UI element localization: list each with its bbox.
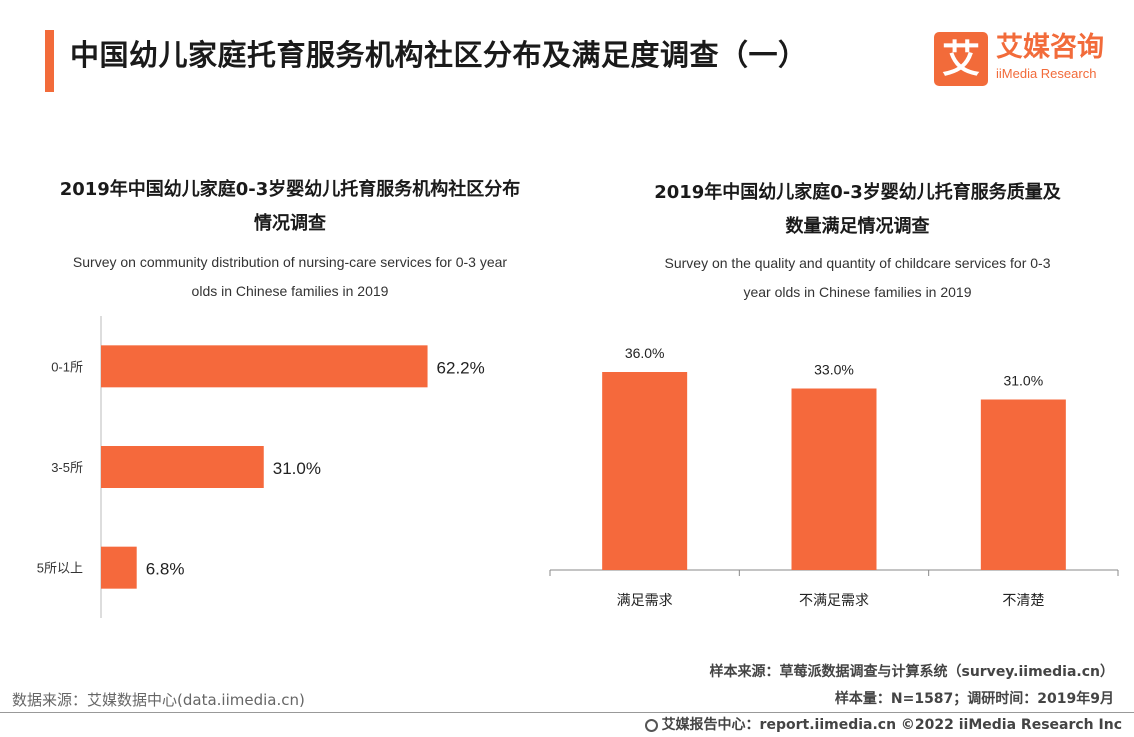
data-source: 数据来源：艾媒数据中心(data.iimedia.cn) bbox=[12, 691, 305, 709]
footer-text: 艾媒报告中心：report.iimedia.cn ©2022 iiMedia R… bbox=[661, 717, 1122, 733]
right-chart-bar bbox=[602, 372, 688, 570]
left-chart-bar bbox=[101, 446, 264, 488]
logo-mark-icon: 艾 bbox=[934, 32, 988, 86]
right-chart-data-label: 31.0% bbox=[1003, 373, 1043, 389]
right-chart-data-label: 33.0% bbox=[814, 362, 854, 378]
left-chart-title: 2019年中国幼儿家庭0-3岁婴幼儿托育服务机构社区分布 情况调查 bbox=[10, 173, 570, 241]
left-chart-bar bbox=[101, 546, 137, 589]
left-chart-bar bbox=[101, 345, 428, 388]
left-chart-category-label: 3-5所 bbox=[51, 460, 83, 475]
right-chart-subtitle-line1: Survey on the quality and quantity of ch… bbox=[664, 255, 1051, 271]
left-chart-data-label: 6.8% bbox=[146, 560, 185, 579]
right-chart-subtitle: Survey on the quality and quantity of ch… bbox=[580, 249, 1134, 307]
right-chart-bar bbox=[791, 388, 877, 570]
right-chart-title-line2: 数量满足情况调查 bbox=[785, 216, 930, 237]
left-chart-subtitle-line2: olds in Chinese families in 2019 bbox=[191, 283, 389, 299]
right-chart-title: 2019年中国幼儿家庭0-3岁婴幼儿托育服务质量及 数量满足情况调查 bbox=[580, 176, 1134, 244]
iimedia-logo: 艾 艾媒咨询 iiMedia Research bbox=[934, 32, 1114, 86]
right-chart-bar bbox=[980, 399, 1066, 570]
right-chart-category-label: 满足需求 bbox=[617, 593, 673, 609]
logo-en-text: iiMedia Research bbox=[996, 66, 1097, 81]
left-chart-category-label: 5所以上 bbox=[37, 561, 83, 576]
right-chart-subtitle-line2: year olds in Chinese families in 2019 bbox=[743, 284, 972, 300]
left-chart-data-label: 62.2% bbox=[437, 358, 485, 377]
sample-source: 样本来源：草莓派数据调查与计算系统（survey.iimedia.cn） bbox=[709, 664, 1114, 680]
footer: 艾媒报告中心：report.iimedia.cn ©2022 iiMedia R… bbox=[644, 714, 1122, 734]
left-chart-title-line2: 情况调查 bbox=[254, 213, 326, 234]
left-chart-subtitle-line1: Survey on community distribution of nurs… bbox=[72, 254, 508, 270]
left-chart-subtitle: Survey on community distribution of nurs… bbox=[10, 248, 570, 306]
logo-cn-text: 艾媒咨询 bbox=[996, 32, 1104, 63]
left-chart-data-label: 31.0% bbox=[273, 459, 321, 478]
sample-size: 样本量：N=1587；调研时间：2019年9月 bbox=[834, 691, 1114, 707]
left-chart-title-line1: 2019年中国幼儿家庭0-3岁婴幼儿托育服务机构社区分布 bbox=[59, 179, 521, 200]
globe-icon bbox=[644, 719, 658, 732]
right-chart-category-label: 不满足需求 bbox=[799, 593, 869, 609]
left-chart-category-label: 0-1所 bbox=[51, 359, 83, 374]
footer-divider bbox=[0, 712, 1134, 713]
page-title: 中国幼儿家庭托育服务机构社区分布及满足度调查（一） bbox=[70, 38, 808, 72]
right-chart-category-label: 不清楚 bbox=[1002, 593, 1044, 609]
right-chart-data-label: 36.0% bbox=[625, 345, 665, 361]
right-chart-title-line1: 2019年中国幼儿家庭0-3岁婴幼儿托育服务质量及 bbox=[654, 182, 1061, 203]
title-accent-bar bbox=[45, 30, 54, 92]
